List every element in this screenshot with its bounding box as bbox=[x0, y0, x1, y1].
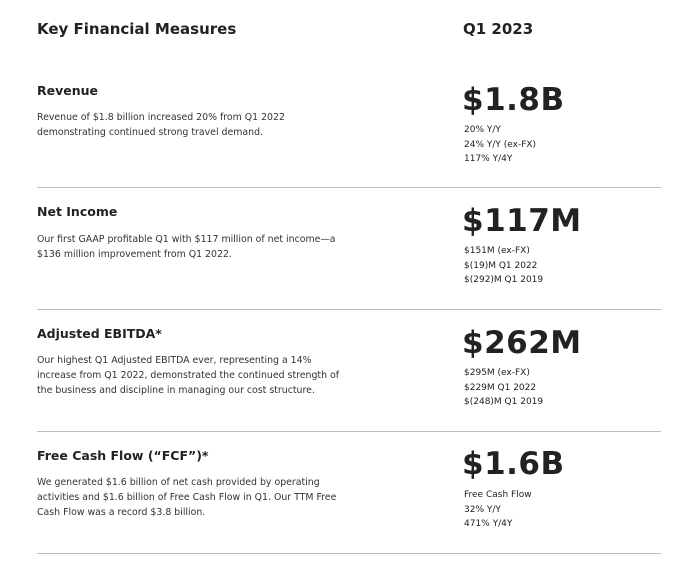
metric-detail: $(19)M Q1 2022 bbox=[464, 260, 538, 271]
metric-detail: 117% Y/4Y bbox=[464, 154, 513, 164]
metric-detail: Free Cash Flow bbox=[464, 490, 532, 500]
section-divider bbox=[37, 187, 661, 188]
section-description: Our first GAAP profitable Q1 with $117 m… bbox=[37, 234, 336, 260]
metric-detail: $295M (ex-FX) bbox=[464, 368, 530, 378]
metric-detail: $(248)M Q1 2019 bbox=[464, 397, 544, 407]
metric-details: Free Cash Flow 32% Y/Y 471% Y/4Y bbox=[464, 488, 532, 532]
metric-detail: $229M Q1 2022 bbox=[464, 382, 537, 393]
metric-value: $1.8B bbox=[462, 82, 565, 118]
section-description: We generated $1.6 billion of net cash pr… bbox=[37, 477, 337, 518]
section-title: Revenue bbox=[37, 83, 99, 98]
section-divider bbox=[37, 309, 661, 310]
header-period: Q1 2023 bbox=[463, 20, 534, 38]
metric-value: $1.6B bbox=[462, 446, 565, 482]
metric-detail: 32% Y/Y bbox=[464, 504, 501, 515]
section-title: Adjusted EBITDA* bbox=[37, 326, 162, 341]
metric-detail: 471% Y/4Y bbox=[464, 519, 513, 529]
section-divider bbox=[37, 431, 661, 432]
metric-value: $117M bbox=[462, 203, 582, 239]
section-title: Net Income bbox=[37, 204, 118, 219]
metric-detail: $151M (ex-FX) bbox=[464, 246, 530, 256]
section-title: Free Cash Flow (“FCF”)* bbox=[37, 448, 209, 463]
metric-detail: 24% Y/Y (ex-FX) bbox=[464, 139, 537, 150]
metric-detail: $(292)M Q1 2019 bbox=[464, 275, 544, 285]
metric-detail: 20% Y/Y bbox=[464, 125, 501, 135]
metric-details: 20% Y/Y 24% Y/Y (ex-FX) 117% Y/4Y bbox=[464, 123, 536, 167]
metric-details: $295M (ex-FX) $229M Q1 2022 $(248)M Q1 2… bbox=[464, 366, 543, 410]
metric-details: $151M (ex-FX) $(19)M Q1 2022 $(292)M Q1 … bbox=[464, 244, 543, 288]
section-description: Revenue of $1.8 billion increased 20% fr… bbox=[37, 112, 285, 138]
metric-value: $262M bbox=[462, 325, 582, 361]
section-divider bbox=[37, 553, 661, 554]
header-title: Key Financial Measures bbox=[37, 20, 237, 38]
section-description: Our highest Q1 Adjusted EBITDA ever, rep… bbox=[37, 355, 340, 396]
